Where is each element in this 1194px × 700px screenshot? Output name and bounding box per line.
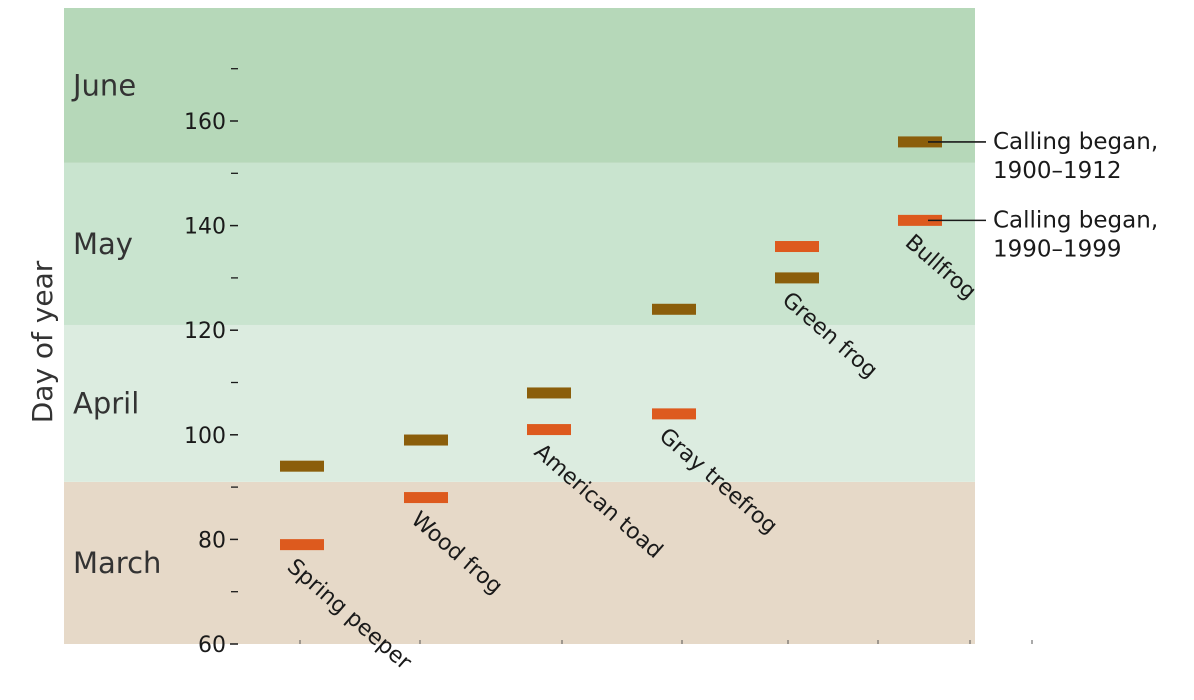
marker-1900-1912-2 [527,387,571,399]
marker-1990-1999-3 [652,408,696,420]
month-label-may: May [73,227,133,261]
month-bands: March April May June [64,8,975,644]
marker-1990-1999-2 [527,424,571,436]
marker-1990-1999-4 [775,241,819,253]
x-axis-ticks [299,640,1033,644]
marker-1900-1912-0 [280,460,324,472]
y-tick-label: 80 [198,528,226,553]
y-axis-label: Day of year [26,260,59,423]
marker-1900-1912-3 [652,303,696,315]
y-tick-label: 60 [198,633,226,658]
chart-marks [280,136,942,551]
marker-1900-1912-5 [898,136,942,148]
marker-1990-1999-1 [404,492,448,504]
month-band-june [64,8,975,163]
legend-entry-line1: Calling began, [993,207,1158,233]
y-tick-label: 100 [184,424,226,449]
legend-entry-line2: 1990–1999 [993,236,1122,262]
marker-1900-1912-1 [404,434,448,446]
y-tick-label: 120 [184,319,226,344]
month-label-march: March [73,546,161,580]
month-band-march [64,481,975,644]
legend-entry-line2: 1900–1912 [993,158,1122,184]
month-band-may [64,162,975,325]
marker-1990-1999-5 [898,214,942,226]
y-tick-label: 160 [184,110,226,135]
month-label-april: April [73,386,139,420]
y-axis: 60 80 100 120 140 160 [184,68,238,658]
marker-1900-1912-4 [775,272,819,284]
month-label-june: June [71,68,136,102]
legend-entry-line1: Calling began, [993,129,1158,155]
legend: Calling began, 1900–1912 Calling began, 199… [928,129,1158,262]
marker-1990-1999-0 [280,539,324,551]
y-tick-label: 140 [184,215,226,240]
month-band-april [64,324,975,482]
